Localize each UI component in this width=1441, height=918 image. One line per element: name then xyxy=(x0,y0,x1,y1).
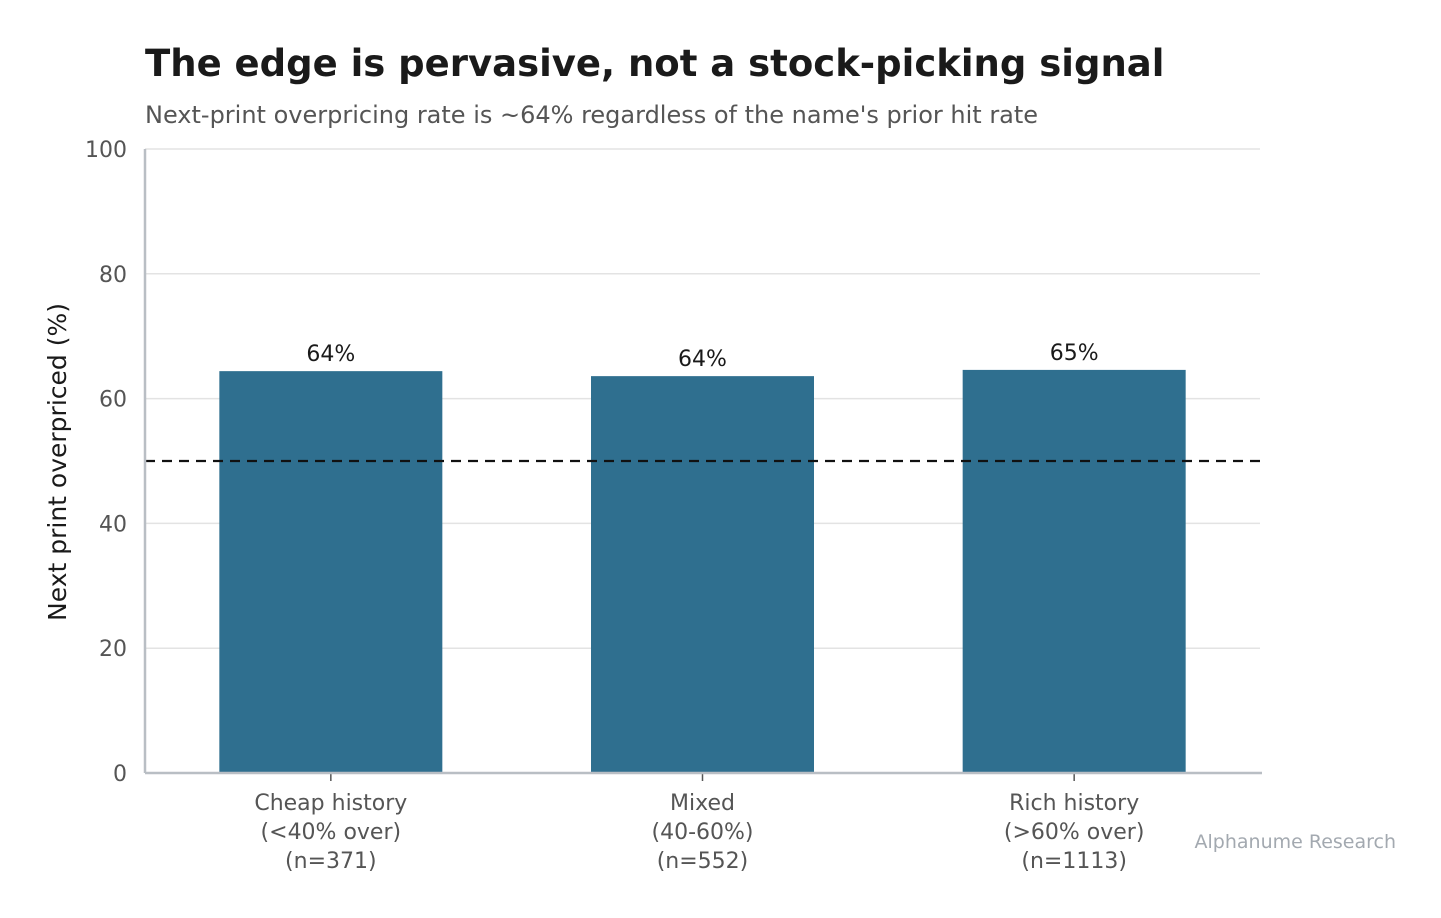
chart-subtitle: Next-print overpricing rate is ~64% rega… xyxy=(145,101,1038,129)
source-note: Alphanume Research xyxy=(1195,831,1397,853)
bars xyxy=(219,369,1186,773)
x-category-label: Rich history xyxy=(1009,791,1139,816)
y-tick-label: 60 xyxy=(99,388,127,413)
bar-value-label: 65% xyxy=(1050,341,1099,366)
x-category-label: (n=371) xyxy=(285,849,377,874)
x-category-label: Cheap history xyxy=(254,791,407,816)
x-category-label: Mixed xyxy=(670,791,735,816)
y-axis-label: Next print overpriced (%) xyxy=(43,303,72,621)
bar xyxy=(591,376,814,773)
bar xyxy=(962,369,1186,773)
value-labels: 64% 64% 65% xyxy=(306,341,1098,372)
y-tick-label: 100 xyxy=(85,138,127,163)
bar-value-label: 64% xyxy=(678,347,727,372)
axes: 0 20 40 60 80 100 Cheap history (<40% over) (n=3… xyxy=(85,138,1262,874)
chart-title: The edge is pervasive, not a stock-picki… xyxy=(145,42,1164,85)
y-tick-label: 80 xyxy=(99,263,127,288)
x-category-label: (<40% over) xyxy=(261,820,402,845)
x-category-label: (>60% over) xyxy=(1004,820,1145,845)
y-tick-label: 20 xyxy=(99,637,127,662)
bar-value-label: 64% xyxy=(306,342,355,367)
x-category-label: (40-60%) xyxy=(652,820,754,845)
y-tick-label: 0 xyxy=(113,762,127,787)
x-category-label: (n=1113) xyxy=(1021,849,1127,874)
y-tick-label: 40 xyxy=(99,512,127,537)
bar xyxy=(219,371,443,773)
x-category-label: (n=552) xyxy=(657,849,749,874)
